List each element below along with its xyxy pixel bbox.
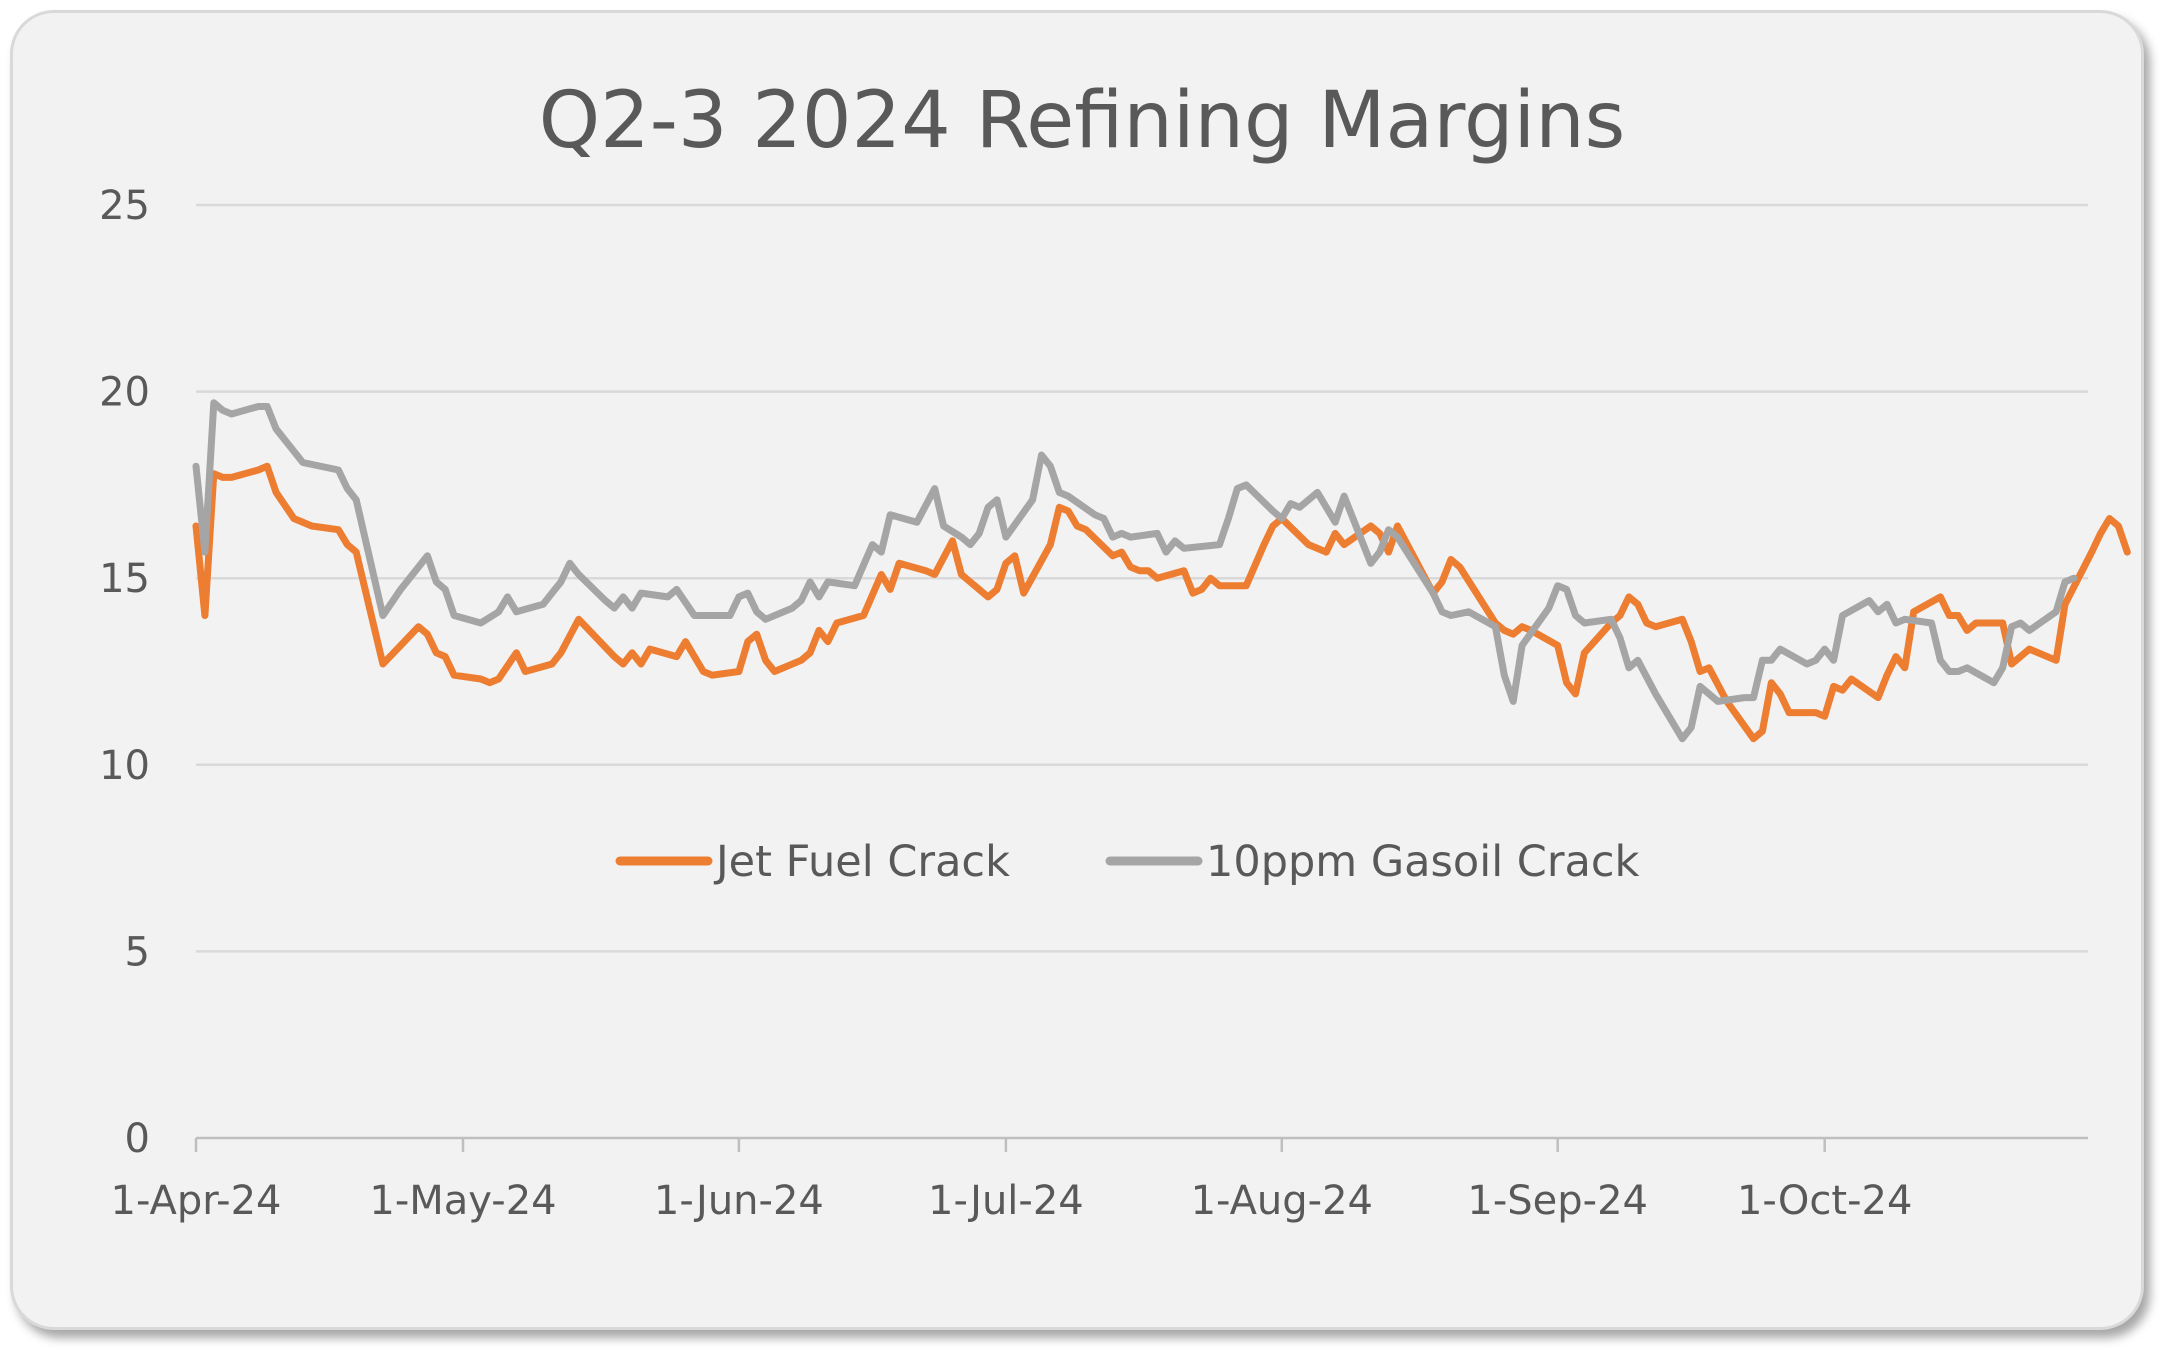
legend: Jet Fuel Crack 10ppm Gasoil Crack [615, 837, 1640, 887]
y-tick-label: 15 [99, 556, 150, 602]
x-tick-label: 1-Apr-24 [111, 1178, 282, 1224]
x-tick-label: 1-Sep-24 [1467, 1178, 1648, 1224]
y-tick-label: 25 [99, 183, 150, 229]
x-tick-label: 1-Jul-24 [928, 1178, 1084, 1224]
series-lines [192, 399, 2131, 743]
y-tick-label: 10 [99, 743, 150, 789]
y-tick-label: 0 [125, 1116, 150, 1162]
gridlines [196, 203, 2088, 953]
chart-title: Q2-3 2024 Refining Margins [539, 76, 1626, 166]
chart-card [10, 10, 2144, 1330]
series-line-10ppm-gasoil-crack [192, 399, 2078, 743]
legend-label-jet-fuel: Jet Fuel Crack [713, 837, 1010, 887]
series-line-jet-fuel-crack [192, 462, 2131, 743]
x-axis: 1-Apr-24 1-May-24 1-Jun-24 1-Jul-24 1-Aug-24… [111, 1136, 2088, 1224]
legend-label-gasoil: 10ppm Gasoil Crack [1206, 837, 1640, 887]
y-axis-ticks: 0 5 10 15 20 25 [99, 183, 150, 1162]
y-tick-label: 20 [99, 370, 150, 416]
x-tick-label: 1-Aug-24 [1191, 1178, 1373, 1224]
y-tick-label: 5 [125, 929, 150, 975]
x-tick-label: 1-Jun-24 [654, 1178, 824, 1224]
x-tick-label: 1-May-24 [369, 1178, 556, 1224]
x-tick-label: 1-Oct-24 [1737, 1178, 1913, 1224]
